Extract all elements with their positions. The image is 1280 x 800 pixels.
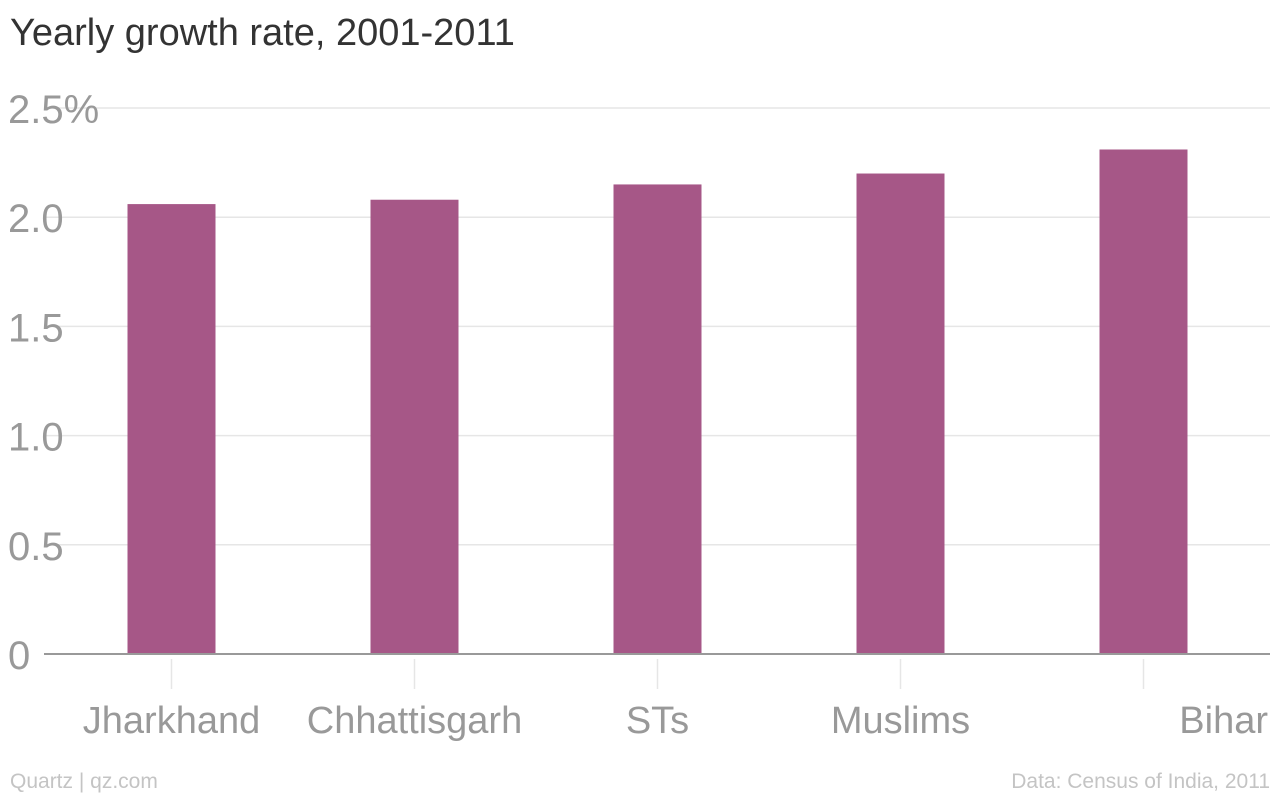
bar xyxy=(856,173,945,654)
x-tick-label: Chhattisgarh xyxy=(307,700,522,742)
y-tick-label: 2.5% xyxy=(8,88,99,132)
x-tick-label: Muslims xyxy=(831,700,970,742)
footer-data-credit: Data: Census of India, 2011 xyxy=(1011,770,1270,793)
x-tick-label: Jharkhand xyxy=(83,700,260,742)
bar xyxy=(370,199,459,654)
y-tick-label: 0 xyxy=(8,634,30,678)
y-tick-label: 1.5 xyxy=(8,306,64,350)
chart-title: Yearly growth rate, 2001-2011 xyxy=(10,12,515,54)
bar xyxy=(127,204,216,654)
bar xyxy=(1099,149,1188,654)
x-tick-label: Bihar xyxy=(1179,700,1268,742)
y-tick-label: 1.0 xyxy=(8,416,64,460)
x-tick-label: STs xyxy=(626,700,689,742)
bar xyxy=(613,184,702,654)
footer-source-brand: Quartz | qz.com xyxy=(10,770,158,793)
y-tick-label: 0.5 xyxy=(8,525,64,569)
y-tick-label: 2.0 xyxy=(8,197,64,241)
